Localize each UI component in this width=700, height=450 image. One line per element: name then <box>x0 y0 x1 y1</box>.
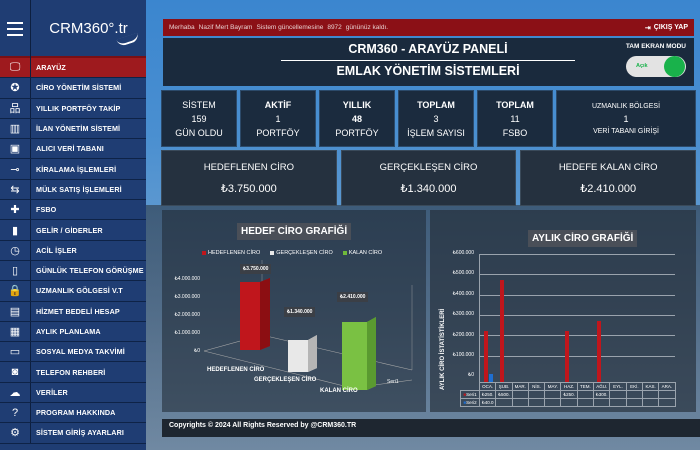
page-header: CRM360 - ARAYÜZ PANELİ EMLAK YÖNETİM SİS… <box>163 38 694 86</box>
title-divider <box>281 60 575 61</box>
sidebar-item-6[interactable]: ⇆ MÜLK SATIŞ İŞLEMLERİ <box>0 179 146 201</box>
sidebar-item-2[interactable]: 品 YILLIK PORTFÖY TAKİP <box>0 98 146 119</box>
sidebar-item-label: CİRO YÖNETİM SİSTEMİ <box>36 83 122 93</box>
revenue-row: HEDEFLENEN CİRO ₺3.750.000 GERÇEKLEŞEN Cİ… <box>161 150 697 206</box>
page-subtitle: EMLAK YÖNETİM SİSTEMLERİ <box>336 64 520 78</box>
hamburger-menu-button[interactable] <box>0 0 31 58</box>
stat-card-total-transactions: TOPLAM 3 İŞLEM SAYISI <box>398 90 474 147</box>
sidebar-item-label: GELİR / GİDERLER <box>36 225 103 235</box>
sidebar-item-label: İLAN YÖNETİM SİSTEMİ <box>36 124 121 134</box>
sidebar-item-label: TELEFON REHBERİ <box>36 367 106 377</box>
sidebar-item-label: MÜLK SATIŞ İŞLEMLERİ <box>36 184 122 194</box>
logo: CRM360°.tr <box>31 0 146 56</box>
phone-icon: ▯ <box>0 260 31 281</box>
sidebar-item-label: SOSYAL MEDYA TAKVİMİ <box>36 347 125 357</box>
revenue-card-remaining: HEDEFE KALAN CİRO ₺2.410.000 <box>520 150 697 206</box>
greeting: Merhaba <box>169 24 195 31</box>
chat-icon: ▭ <box>0 342 31 362</box>
sidebar-item-label: PROGRAM HAKKINDA <box>36 408 116 418</box>
sidebar-item-label: YILLIK PORTFÖY TAKİP <box>36 103 121 113</box>
books-icon: ▥ <box>0 118 31 139</box>
sidebar-item-7[interactable]: ✚ FSBO <box>0 200 146 221</box>
id-card-icon: ▣ <box>0 139 31 159</box>
stat-card-yearly-portfolio: YILLIK 48 PORTFÖY <box>319 90 395 147</box>
revenue-card-target: HEDEFLENEN CİRO ₺3.750.000 <box>161 150 337 206</box>
chart-plot-area <box>479 254 675 382</box>
stat-card-active-portfolio: AKTİF 1 PORTFÖY <box>240 90 316 147</box>
sidebar-header: CRM360°.tr <box>0 0 146 58</box>
cloud-icon: ☁ <box>0 382 31 403</box>
sidebar-item-11[interactable]: 🔒 UZMANLIK GÖLGESİ V.T <box>0 281 146 302</box>
sidebar-item-18[interactable]: ⚙ SİSTEM GİRİŞ AYARLARI <box>0 423 146 444</box>
calculator-icon: ▤ <box>0 301 31 321</box>
sidebar-item-4[interactable]: ▣ ALICI VERİ TABANI <box>0 139 146 160</box>
sidebar-item-12[interactable]: ▤ HİZMET BEDELİ HESAP <box>0 301 146 322</box>
logout-button[interactable]: ⇥ ÇIKIŞ YAP <box>644 24 688 32</box>
target-revenue-chart: HEDEF CİRO GRAFİĞİ HEDEFLENEN CİRO GERÇE… <box>162 210 426 412</box>
chart-title: HEDEF CİRO GRAFİĞİ <box>237 223 352 240</box>
sidebar-item-15[interactable]: ◙ TELEFON REHBERİ <box>0 362 146 383</box>
clock-icon: ◷ <box>0 240 31 260</box>
sidebar-item-label: GÜNLÜK TELEFON GÖRÜŞME <box>36 266 144 276</box>
sidebar-item-17[interactable]: ? PROGRAM HAKKINDA <box>0 403 146 424</box>
sidebar-item-10[interactable]: ▯ GÜNLÜK TELEFON GÖRÜŞME <box>0 260 146 282</box>
sidebar-menu: 🖵 ARAYÜZ ✪ CİRO YÖNETİM SİSTEMİ 品 YILLIK PORT… <box>0 58 146 444</box>
stats-row: SİSTEM 159 GÜN OLDU AKTİF 1 PORTFÖY YILLIK 48… <box>161 90 696 147</box>
stat-card-total-fsbo: TOPLAM 11 FSBO <box>477 90 553 147</box>
monthly-revenue-chart: AYLIK CİRO GRAFİĞİ AYLIK CİRO İSTATİSTİK… <box>430 210 696 412</box>
lock-icon: 🔒 <box>0 281 31 301</box>
chart-icon: ▮ <box>0 220 31 240</box>
sidebar-item-label: UZMANLIK GÖLGESİ V.T <box>36 286 123 296</box>
award-icon: ✪ <box>0 78 31 98</box>
fullscreen-label: TAM EKRAN MODU <box>625 43 686 50</box>
stat-card-expertise-region: UZMANLIK BÖLGESİ 1 VERİ TABANI GİRİŞİ <box>556 90 696 147</box>
chart-title: AYLIK CİRO GRAFİĞİ <box>528 230 638 247</box>
sidebar-item-16[interactable]: ☁ VERİLER <box>0 382 146 404</box>
monitor-icon: 🖵 <box>0 58 31 78</box>
sidebar-item-label: ARAYÜZ <box>36 63 66 73</box>
address-book-icon: ◙ <box>0 362 31 382</box>
update-text: Sistem güncellemesine <box>256 24 324 31</box>
sidebar-item-label: FSBO <box>36 205 57 215</box>
toggle-knob <box>664 56 685 77</box>
sidebar-item-9[interactable]: ◷ ACİL İŞLER <box>0 240 146 261</box>
sidebar: CRM360°.tr 🖵 ARAYÜZ ✪ CİRO YÖNETİM SİSTEMİ 品… <box>0 0 146 450</box>
sidebar-item-1[interactable]: ✪ CİRO YÖNETİM SİSTEMİ <box>0 78 146 99</box>
sidebar-item-3[interactable]: ▥ İLAN YÖNETİM SİSTEMİ <box>0 118 146 140</box>
sidebar-item-label: SİSTEM GİRİŞ AYARLARI <box>36 428 124 438</box>
days-remaining: 8972 <box>327 24 342 31</box>
sidebar-item-0[interactable]: 🖵 ARAYÜZ <box>0 58 146 79</box>
page-title: CRM360 - ARAYÜZ PANELİ <box>348 42 508 56</box>
chart-legend: HEDEFLENEN CİRO GERÇEKLEŞEN CİRO KALAN C… <box>202 250 382 256</box>
sitemap-icon: 品 <box>0 98 31 118</box>
welcome-bar: Merhaba Nazif Mert Bayram Sistem güncell… <box>163 19 694 36</box>
question-icon: ? <box>0 403 31 423</box>
sidebar-item-14[interactable]: ▭ SOSYAL MEDYA TAKVİMİ <box>0 342 146 363</box>
chart-3d-axes <box>203 260 413 390</box>
sidebar-item-8[interactable]: ▮ GELİR / GİDERLER <box>0 220 146 241</box>
sidebar-item-label: AYLIK PLANLAMA <box>36 327 101 336</box>
sidebar-item-label: ACİL İŞLER <box>36 245 77 255</box>
gear-icon: ⚙ <box>0 423 31 443</box>
fullscreen-toggle[interactable]: Açık <box>626 56 686 77</box>
key-icon: ⊸ <box>0 159 31 179</box>
sidebar-item-label: ALICI VERİ TABANI <box>36 144 104 154</box>
handshake-icon: ⇆ <box>0 179 31 200</box>
revenue-card-realized: GERÇEKLEŞEN CİRO ₺1.340.000 <box>340 150 517 206</box>
calendar-icon: ▦ <box>0 321 31 342</box>
stat-card-system-days: SİSTEM 159 GÜN OLDU <box>161 90 237 147</box>
sidebar-item-13[interactable]: ▦ AYLIK PLANLAMA <box>0 321 146 343</box>
sidebar-item-label: HİZMET BEDELİ HESAP <box>36 306 120 316</box>
footer: Copyrights © 2024 All Rights Reserved by… <box>162 419 700 437</box>
menu-icon <box>7 22 23 24</box>
user-name: Nazif Mert Bayram <box>198 24 253 31</box>
sidebar-item-5[interactable]: ⊸ KİRALAMA İŞLEMLERİ <box>0 159 146 180</box>
puzzle-icon: ✚ <box>0 200 31 220</box>
days-suffix: gününüz kaldı. <box>345 24 389 31</box>
chart-data-table: OCA. ŞUB. MAR. NİS. MAY. HAZ. TEM. AĞU. EYL. EKİ.… <box>460 382 676 407</box>
sidebar-item-label: VERİLER <box>36 387 68 397</box>
sidebar-item-label: KİRALAMA İŞLEMLERİ <box>36 164 117 174</box>
logout-icon: ⇥ <box>644 24 651 32</box>
